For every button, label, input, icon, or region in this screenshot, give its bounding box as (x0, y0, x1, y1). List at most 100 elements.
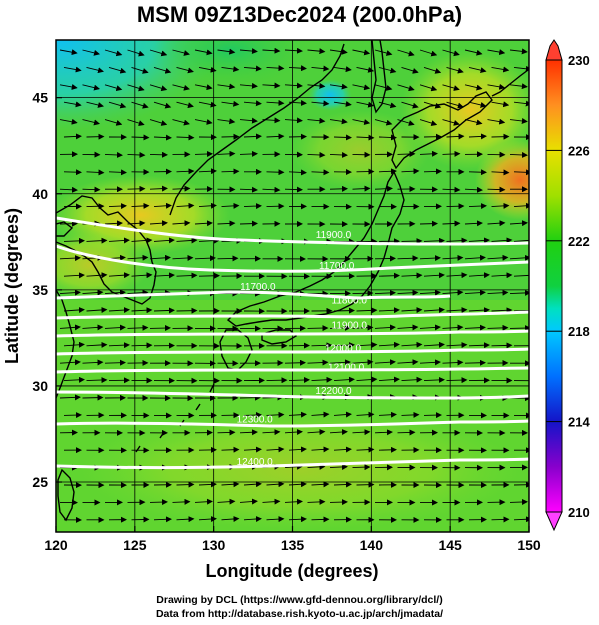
wind-arrow (82, 394, 104, 401)
wind-arrow (176, 481, 195, 488)
wind-arrow (442, 49, 460, 57)
wind-arrow (217, 220, 236, 227)
colorbar-tick-label: 214 (568, 415, 590, 430)
wind-arrow (464, 254, 486, 261)
wind-arrow (194, 119, 213, 125)
wind-arrow (487, 289, 509, 296)
wind-arrow (513, 100, 529, 107)
wind-arrow (442, 150, 461, 157)
wind-arrow (378, 446, 397, 453)
wind-arrow (82, 324, 104, 331)
wind-arrow (352, 84, 371, 91)
wind-arrow (442, 119, 460, 126)
wind-arrow (333, 342, 355, 349)
wind-arrow (176, 168, 195, 175)
wind-arrow (172, 220, 191, 227)
wind-arrow (288, 516, 307, 523)
wind-arrow (266, 99, 285, 106)
y-tick-label: 40 (32, 186, 48, 202)
wind-arrow (513, 169, 529, 176)
wind-arrow (63, 66, 82, 73)
wind-arrow (198, 272, 220, 279)
wind-arrow (194, 49, 213, 56)
wind-arrow (82, 119, 100, 126)
wind-arrow (131, 202, 150, 209)
wind-arrow (266, 411, 285, 418)
wind-arrow (419, 289, 441, 296)
wind-arrow (446, 272, 468, 279)
wind-arrow (401, 66, 419, 74)
wind-arrow (487, 118, 506, 125)
wind-arrow (401, 238, 423, 245)
contour-line (56, 390, 529, 400)
wind-arrow (491, 237, 513, 244)
wind-arrow (464, 220, 483, 227)
wind-arrow (311, 516, 330, 523)
wind-arrow (288, 481, 307, 488)
wind-arrow (423, 66, 442, 74)
wind-arrow (419, 255, 441, 262)
wind-arrow (419, 119, 438, 126)
wind-arrow (329, 463, 348, 470)
wind-arrow (442, 220, 461, 227)
colorbar: 210 214 218 222 226 230 (545, 39, 590, 532)
wind-arrow (397, 49, 415, 57)
wind-arrow (419, 49, 438, 57)
x-tick-label: 140 (360, 537, 384, 553)
wind-arrow (266, 377, 288, 384)
wind-arrow (468, 133, 487, 140)
wind-arrow (127, 220, 146, 227)
wind-arrow (401, 307, 423, 314)
wind-arrow (194, 255, 216, 262)
wind-arrow (108, 66, 127, 74)
wind-arrow (82, 289, 104, 296)
china-coast (56, 289, 75, 399)
wind-arrow (356, 101, 375, 108)
wind-arrow (198, 66, 217, 73)
manchuria-coast (169, 43, 345, 216)
wind-arrow (378, 101, 397, 109)
wind-arrow (221, 100, 240, 107)
wind-arrow (352, 185, 371, 192)
wind-arrow (352, 49, 371, 56)
wind-arrow (468, 342, 490, 349)
wind-arrow (149, 49, 168, 57)
wind-arrow (284, 359, 306, 366)
wind-arrow (59, 83, 78, 90)
x-axis-title: Longitude (degrees) (205, 561, 378, 581)
wind-arrow (172, 185, 191, 192)
y-tick-label: 25 (32, 474, 48, 490)
wind-arrow (198, 168, 217, 175)
wind-arrow (127, 254, 149, 261)
wind-arrow (176, 272, 198, 279)
wind-arrow (419, 150, 438, 157)
wind-arrow (217, 150, 236, 157)
wind-arrow (423, 272, 445, 279)
wind-arrow (401, 411, 420, 418)
wind-arrow (374, 429, 393, 436)
wind-arrow (176, 202, 195, 209)
wind-arrow (356, 341, 378, 348)
wind-arrow (464, 289, 486, 296)
wind-arrow (86, 169, 105, 176)
wind-arrow (59, 289, 81, 296)
x-tick-label: 145 (438, 537, 462, 553)
wind-arrow (149, 254, 171, 261)
colorbar-tick-label: 218 (568, 324, 590, 339)
contour-label: 11700.0 (240, 282, 276, 293)
wind-arrow (356, 134, 375, 141)
wind-arrow (333, 481, 352, 488)
y-tick-label: 35 (32, 282, 48, 298)
wind-arrow (266, 446, 285, 453)
wind-arrow (176, 516, 195, 523)
wind-arrow (464, 49, 483, 56)
wind-arrow (397, 289, 419, 296)
wind-arrow (198, 101, 217, 108)
wind-arrow (509, 48, 528, 55)
wind-arrow (284, 47, 303, 54)
wind-arrow (172, 498, 191, 505)
wind-arrow (311, 446, 330, 453)
wind-arrow (491, 66, 510, 73)
wind-arrow (63, 169, 82, 176)
wind-arrow (378, 307, 400, 314)
